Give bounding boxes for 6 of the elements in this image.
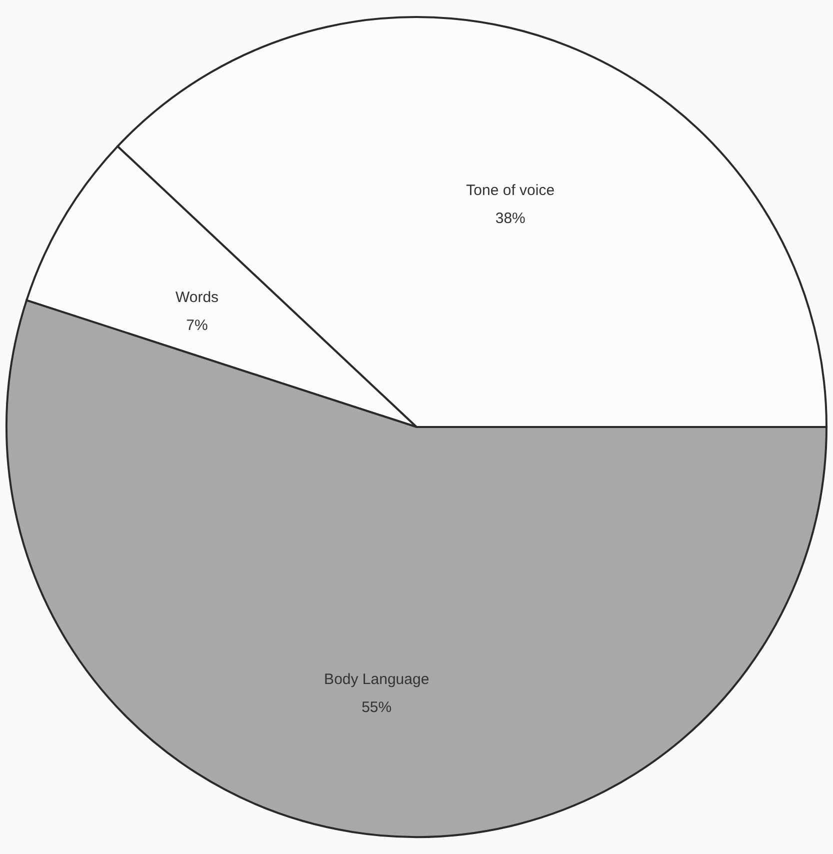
slice-label: Words: [175, 289, 219, 306]
data-label: 38%: [495, 210, 526, 227]
slice-label: Body Language: [324, 670, 430, 688]
data-label: 7%: [186, 317, 208, 334]
data-label: 55%: [362, 698, 392, 716]
slice-label: Tone of voice: [466, 182, 555, 199]
